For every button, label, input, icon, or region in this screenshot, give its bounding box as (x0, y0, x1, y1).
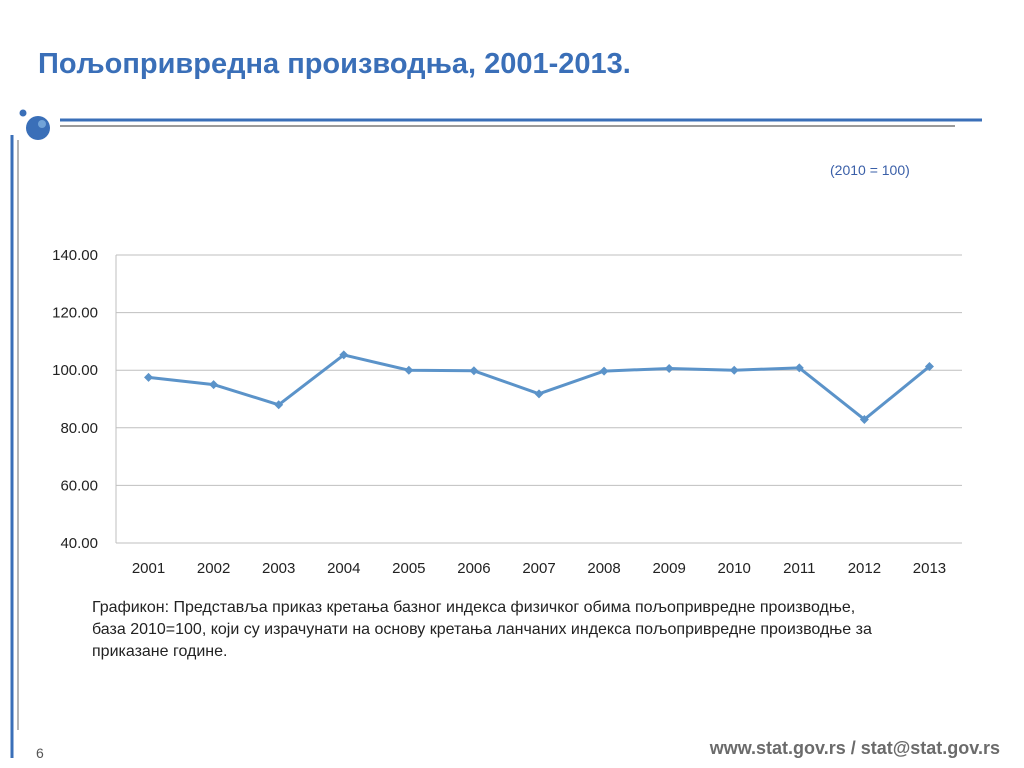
x-tick-label: 2013 (913, 560, 946, 577)
x-tick-label: 2009 (652, 560, 685, 577)
footer-contact: www.stat.gov.rs / stat@stat.gov.rs (709, 738, 1000, 758)
data-point-marker (729, 365, 739, 375)
y-tick-label: 60.00 (60, 477, 98, 494)
x-tick-label: 2004 (327, 560, 360, 577)
x-tick-label: 2003 (262, 560, 295, 577)
data-point-marker (534, 389, 544, 399)
data-point-marker (144, 372, 154, 382)
y-tick-label: 80.00 (60, 420, 98, 437)
y-tick-label: 100.00 (52, 362, 98, 379)
x-tick-label: 2011 (783, 560, 815, 577)
data-point-marker (924, 361, 934, 371)
x-tick-label: 2007 (522, 560, 555, 577)
x-tick-label: 2002 (197, 560, 230, 577)
y-tick-label: 40.00 (60, 535, 98, 552)
data-point-marker (339, 350, 349, 360)
x-tick-label: 2008 (587, 560, 620, 577)
data-point-marker (664, 363, 674, 373)
page-title: Пољопривредна производња, 2001-2013. (38, 48, 631, 80)
bullet-circle-small (19, 109, 27, 117)
data-point-marker (599, 366, 609, 376)
data-point-marker (469, 366, 479, 376)
x-tick-label: 2006 (457, 560, 490, 577)
data-point-marker (209, 380, 219, 390)
series-line (148, 353, 931, 421)
data-point-marker (404, 365, 414, 375)
x-tick-label: 2010 (718, 560, 751, 577)
page-number: 6 (36, 745, 44, 761)
chart-caption: Графикон: Представља приказ кретања базн… (92, 599, 872, 660)
data-point-marker (859, 414, 869, 424)
data-point-marker (794, 363, 804, 373)
x-tick-label: 2005 (392, 560, 425, 577)
x-tick-label: 2012 (848, 560, 881, 577)
y-tick-label: 140.00 (52, 247, 98, 264)
y-tick-label: 120.00 (52, 305, 98, 322)
x-tick-label: 2001 (132, 560, 165, 577)
base-index-note: (2010 = 100) (830, 162, 910, 178)
data-point-marker (274, 400, 284, 410)
